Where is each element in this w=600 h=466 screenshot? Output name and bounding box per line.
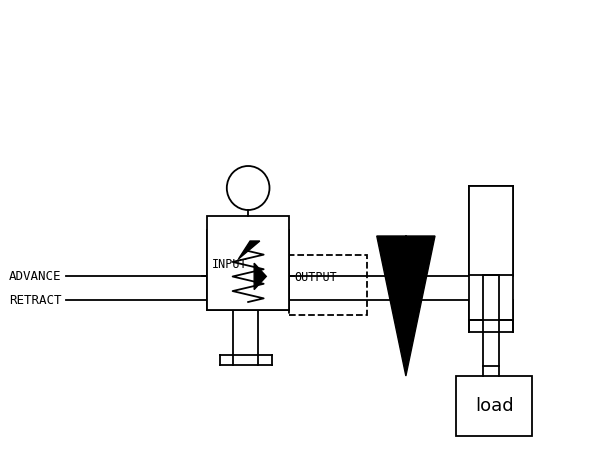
Bar bbox=[207, 216, 289, 310]
Bar bbox=[469, 186, 512, 320]
Bar bbox=[457, 376, 532, 436]
Bar bbox=[207, 230, 289, 310]
Text: OUTPUT: OUTPUT bbox=[294, 271, 337, 284]
Text: RETRACT: RETRACT bbox=[9, 294, 61, 307]
Bar bbox=[289, 255, 367, 315]
Bar bbox=[482, 275, 499, 366]
Circle shape bbox=[227, 166, 269, 210]
Text: ADVANCE: ADVANCE bbox=[9, 270, 61, 283]
Text: load: load bbox=[475, 397, 514, 415]
Polygon shape bbox=[254, 263, 266, 289]
Polygon shape bbox=[238, 241, 260, 259]
Text: INPUT: INPUT bbox=[212, 259, 247, 271]
Polygon shape bbox=[377, 236, 435, 376]
